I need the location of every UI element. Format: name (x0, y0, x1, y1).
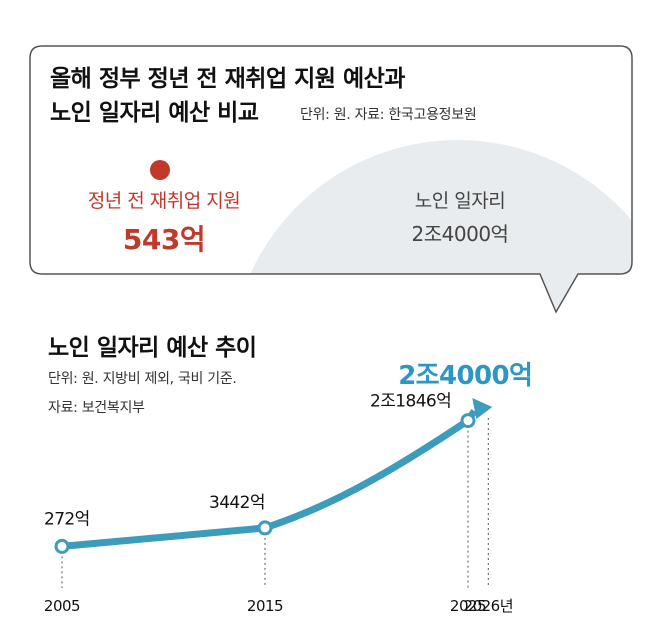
unit-source-note: 단위: 원. 자료: 한국고용정보원 (300, 107, 477, 123)
bubble-outline (29, 45, 633, 314)
data-point-2025 (460, 413, 476, 429)
left-comparison-dot (150, 160, 170, 180)
data-label-2026년: 2조4000억 (398, 361, 532, 391)
data-label-2025: 2조1846억 (370, 392, 451, 412)
x-tick-label-2025: 2025 (450, 597, 486, 615)
right-comparison-value: 2조4000억 (411, 222, 509, 246)
data-label-2005: 272억 (44, 509, 90, 529)
series-line (61, 409, 478, 550)
page-title-line1: 올해 정부 정년 전 재취업 지원 예산과 (50, 66, 405, 92)
x-tick-label-2005: 2005 (44, 597, 80, 615)
chart-title: 노인 일자리 예산 추이 (48, 335, 257, 361)
left-comparison-value: 543억 (122, 223, 206, 256)
series-arrow-head (472, 398, 493, 419)
chart-unit-note: 단위: 원. 지방비 제외, 국비 기준. (48, 371, 237, 387)
page-title-line2: 노인 일자리 예산 비교 (50, 100, 259, 126)
x-tick-label-2026년: 2026년 (464, 597, 513, 615)
comparison-bubble (29, 45, 633, 314)
data-point-2015 (257, 520, 273, 536)
data-label-2015: 3442억 (209, 493, 265, 513)
x-tick-label-2015: 2015 (247, 597, 283, 615)
chart-source-note: 자료: 보건복지부 (48, 400, 145, 416)
left-comparison-label: 정년 전 재취업 지원 (87, 190, 241, 212)
right-comparison-area (230, 140, 632, 312)
data-point-2005 (54, 538, 70, 554)
right-comparison-label: 노인 일자리 (414, 190, 506, 212)
